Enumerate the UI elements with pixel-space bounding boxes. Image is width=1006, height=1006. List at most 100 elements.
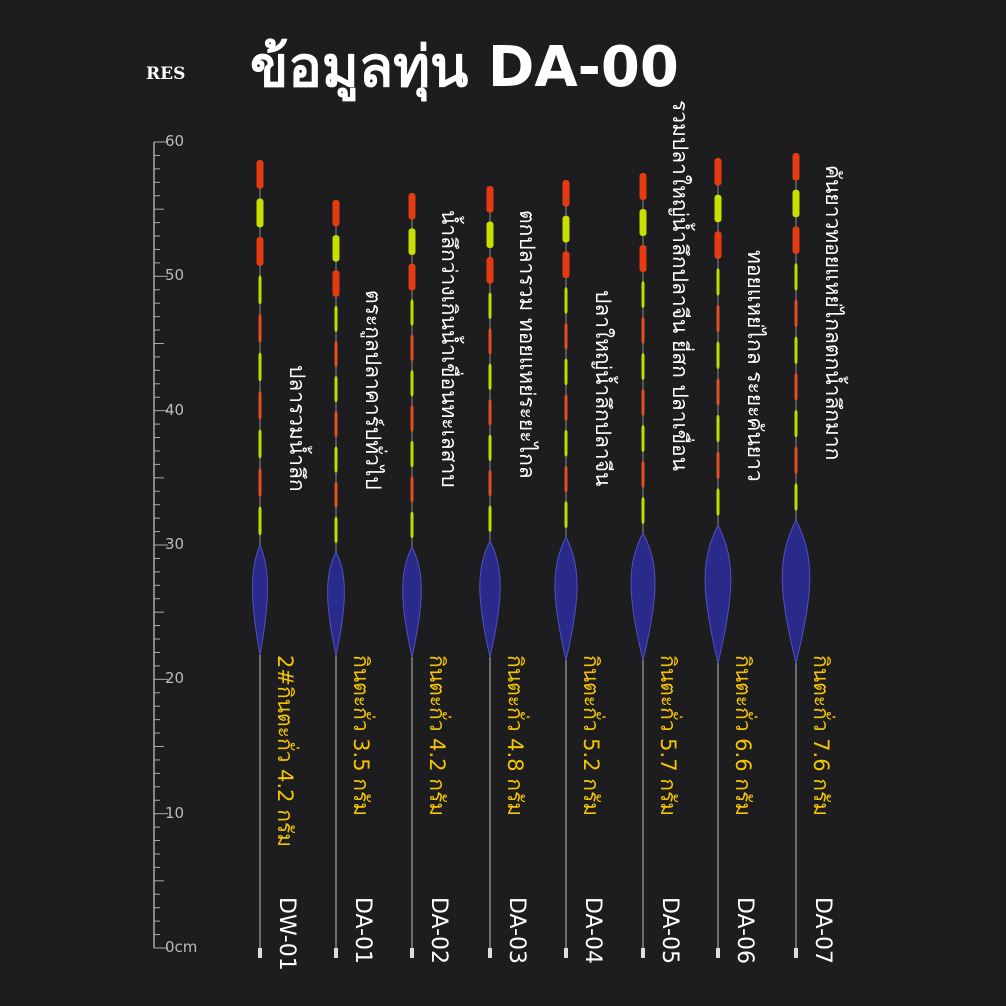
tip-segment <box>794 446 798 475</box>
tip-segment <box>334 446 338 473</box>
tip-segment <box>488 363 492 391</box>
tip-segment <box>410 299 414 326</box>
bottom-cap <box>488 948 492 958</box>
ruler-label: 50 <box>165 266 185 285</box>
float-weight: กินตะกั่ว 7.6 กรัม <box>809 655 833 817</box>
ruler-label: 10 <box>165 803 185 822</box>
tip-segment <box>716 488 720 516</box>
float-body <box>252 543 268 656</box>
tip-segment <box>486 221 494 249</box>
tip-segment <box>488 470 492 497</box>
float-weight: กินตะกั่ว 4.8 กรัม <box>503 655 527 817</box>
float-weight: 2#กินตะกั่ว 4.2 กรัม <box>273 655 297 848</box>
tip-segment <box>332 270 340 297</box>
float-body <box>402 545 422 658</box>
tip-segment <box>486 186 494 213</box>
float-model: DA-01 <box>350 897 375 965</box>
tip-segment <box>488 434 492 462</box>
tip-segment <box>410 370 414 397</box>
tip-segment <box>641 425 645 452</box>
float-description: ตระกูลปลาคาร์ปทั่วไป <box>361 290 385 490</box>
tip-segment <box>641 317 645 344</box>
tip-segment <box>332 200 340 227</box>
tip-segment <box>792 153 800 181</box>
float-weight: กินตะกั่ว 6.6 กรัม <box>731 655 755 817</box>
tip-segment <box>258 429 262 459</box>
tip-segment <box>716 268 720 296</box>
float-description: ปลาใหญ่น้ำลึกปลาจีน <box>591 290 615 487</box>
tip-segment <box>410 511 414 539</box>
tip-segment <box>408 193 416 220</box>
tip-segment <box>564 322 568 350</box>
float-weight: กินตะกั่ว 4.2 กรัม <box>425 655 449 817</box>
tip-segment <box>641 353 645 380</box>
float-weight: กินตะกั่ว 5.2 กรัม <box>579 655 603 817</box>
tip-segment <box>332 235 340 262</box>
float-model: DA-03 <box>504 897 529 965</box>
tip-segment <box>408 263 416 291</box>
float-description: คันยาวทอยแหย่ไกลตกน้ำลึกมาก <box>821 165 845 461</box>
bottom-cap <box>716 948 720 958</box>
title: ข้อมูลทุ่น DA-00 <box>250 35 679 100</box>
tip-segment <box>792 189 800 218</box>
bottom-cap <box>258 948 262 958</box>
tip-segment <box>564 394 568 421</box>
float-model: DA-07 <box>810 897 835 965</box>
float-description: ปลารวมน้ำลึก <box>285 365 309 492</box>
tip-segment <box>564 429 568 457</box>
tip-segment <box>488 292 492 320</box>
tip-segment <box>794 299 798 328</box>
float-model: DA-05 <box>657 897 682 965</box>
ruler-label: 60 <box>165 132 185 150</box>
tip-segment <box>562 251 570 279</box>
tip-segment <box>794 263 798 291</box>
ruler-label: 20 <box>165 669 185 688</box>
float-model: DW-01 <box>274 897 299 971</box>
tip-segment <box>334 305 338 332</box>
tip-segment <box>410 440 414 468</box>
tip-segment <box>562 180 570 207</box>
bottom-cap <box>641 948 645 958</box>
ruler-label: 30 <box>165 535 185 553</box>
tip-segment <box>410 476 414 503</box>
tip-segment <box>256 198 264 228</box>
float-body <box>704 523 732 664</box>
tip-segment <box>486 257 494 284</box>
tip-segment <box>410 334 414 362</box>
tip-segment <box>408 228 416 255</box>
tip-segment <box>714 194 722 223</box>
tip-segment <box>258 391 262 420</box>
tip-segment <box>794 409 798 438</box>
tip-segment <box>564 465 568 493</box>
tip-segment <box>488 399 492 426</box>
tip-segment <box>641 389 645 416</box>
float-model: DA-02 <box>426 897 451 965</box>
tip-segment <box>334 340 338 368</box>
tip-segment <box>714 231 722 259</box>
float-description: น้ำลึกว่างเกินน้ำเขื่อนทะเลสาบ <box>437 210 461 488</box>
float-body <box>781 518 811 664</box>
bottom-cap <box>410 948 414 958</box>
tip-segment <box>258 468 262 497</box>
tip-segment <box>334 481 338 508</box>
tip-segment <box>564 358 568 386</box>
tip-segment <box>562 215 570 243</box>
bottom-cap <box>564 948 568 958</box>
tip-segment <box>641 281 645 308</box>
tip-segment <box>488 505 492 533</box>
tip-segment <box>714 158 722 186</box>
float-model: DA-04 <box>580 897 605 965</box>
tip-segment <box>258 506 262 536</box>
tip-segment <box>639 173 647 200</box>
tip-segment <box>641 461 645 488</box>
float-body <box>630 531 656 661</box>
tip-segment <box>334 411 338 438</box>
bottom-cap <box>794 948 798 958</box>
float-body <box>327 550 345 656</box>
tip-segment <box>258 314 262 343</box>
tip-segment <box>564 287 568 314</box>
tip-segment <box>794 336 798 365</box>
tip-segment <box>792 226 800 254</box>
